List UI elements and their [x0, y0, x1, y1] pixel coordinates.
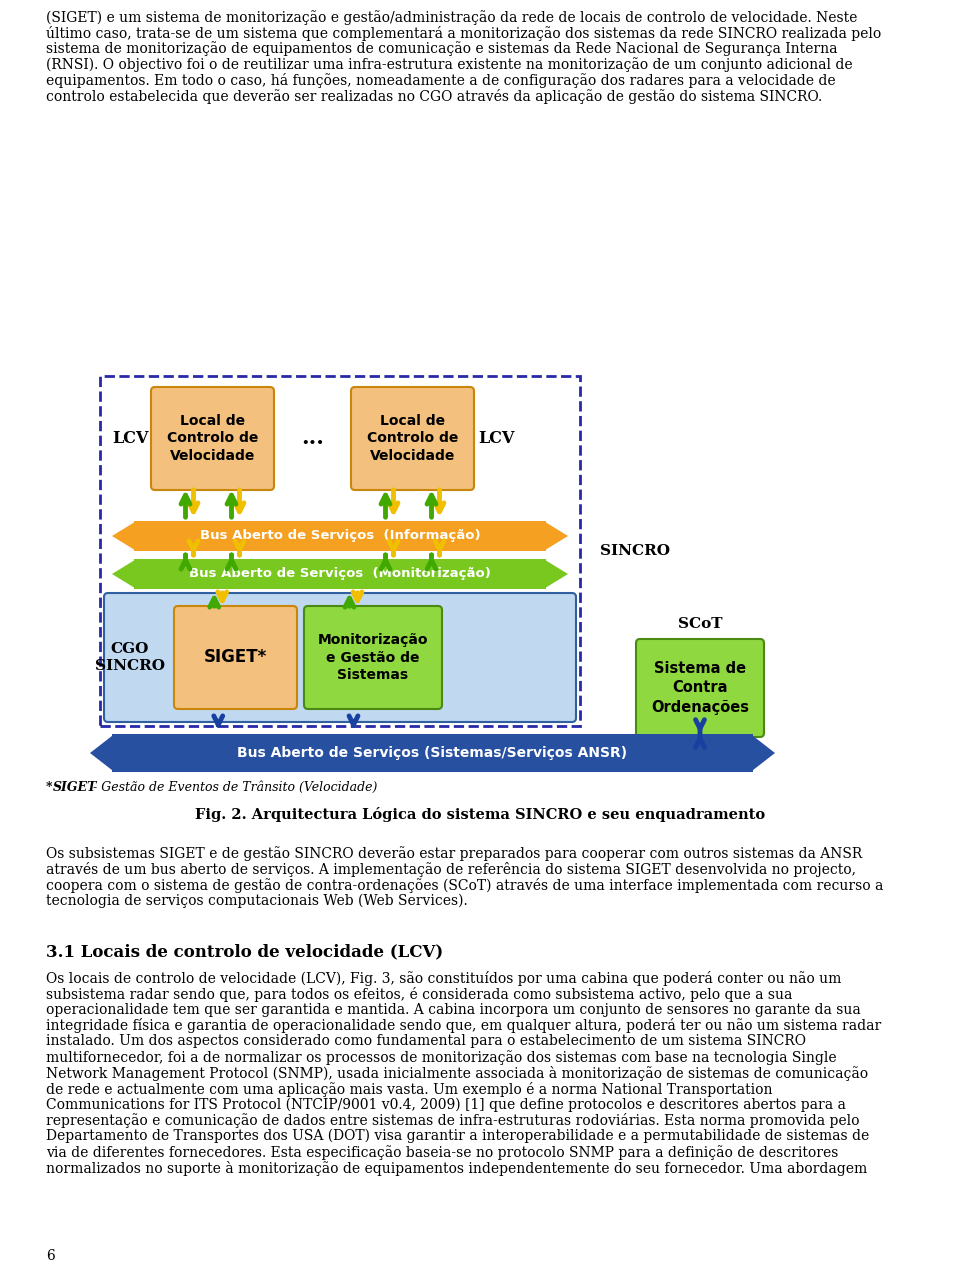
Text: coopera com o sistema de gestão de contra-ordenações (SCoT) através de uma inter: coopera com o sistema de gestão de contr… [46, 877, 883, 893]
Text: equipamentos. Em todo o caso, há funções, nomeadamente a de configuração dos rad: equipamentos. Em todo o caso, há funções… [46, 73, 835, 88]
Text: de rede e actualmente com uma aplicação mais vasta. Um exemplo é a norma Nationa: de rede e actualmente com uma aplicação … [46, 1081, 773, 1097]
Bar [112, 734, 753, 772]
Text: LCV: LCV [112, 430, 149, 447]
Text: *: * [46, 781, 53, 794]
FancyBboxPatch shape [151, 387, 274, 491]
Text: SCoT: SCoT [678, 617, 722, 632]
Polygon shape [90, 735, 112, 770]
Bar [100, 377, 580, 726]
Text: Departamento de Transportes dos USA (DOT) visa garantir a interoperabilidade e a: Departamento de Transportes dos USA (DOT… [46, 1129, 869, 1144]
Text: Bus Aberto de Serviços  (Monitorização): Bus Aberto de Serviços (Monitorização) [189, 567, 491, 580]
Text: Communications for ITS Protocol (NTCIP/9001 v0.4, 2009) [1] que define protocolo: Communications for ITS Protocol (NTCIP/9… [46, 1098, 846, 1112]
FancyBboxPatch shape [304, 606, 442, 708]
Bar [134, 521, 546, 551]
Text: 6: 6 [46, 1249, 55, 1263]
FancyBboxPatch shape [174, 606, 297, 708]
Text: tecnologia de serviços computacionais Web (Web Services).: tecnologia de serviços computacionais We… [46, 893, 468, 908]
Text: CGO
SINCRO: CGO SINCRO [95, 642, 165, 673]
FancyBboxPatch shape [351, 387, 474, 491]
Text: integridade física e garantia de operacionalidade sendo que, em qualquer altura,: integridade física e garantia de operaci… [46, 1018, 881, 1034]
FancyBboxPatch shape [636, 639, 764, 737]
Text: representação e comunicação de dados entre sistemas de infra-estruturas rodoviár: representação e comunicação de dados ent… [46, 1113, 859, 1129]
Text: controlo estabelecida que deverão ser realizadas no CGO através da aplicação de : controlo estabelecida que deverão ser re… [46, 88, 823, 104]
Text: - Gestão de Eventos de Trânsito (Velocidade): - Gestão de Eventos de Trânsito (Velocid… [89, 781, 377, 794]
Polygon shape [112, 561, 134, 588]
Text: Sistema de
Contra
Ordenações: Sistema de Contra Ordenações [651, 661, 749, 715]
Polygon shape [112, 523, 134, 550]
Polygon shape [753, 735, 775, 770]
Text: Monitorização
e Gestão de
Sistemas: Monitorização e Gestão de Sistemas [318, 633, 428, 683]
Text: Bus Aberto de Serviços  (Informação): Bus Aberto de Serviços (Informação) [200, 529, 480, 542]
Bar [134, 559, 546, 589]
Text: Os subsistemas SIGET e de gestão SINCRO deverão estar preparados para cooperar c: Os subsistemas SIGET e de gestão SINCRO … [46, 845, 862, 861]
Text: Os locais de controlo de velocidade (LCV), Fig. 3, são constituídos por uma cabi: Os locais de controlo de velocidade (LCV… [46, 971, 841, 986]
Text: Fig. 2. Arquitectura Lógica do sistema SINCRO e seu enquadramento: Fig. 2. Arquitectura Lógica do sistema S… [195, 807, 765, 822]
Text: através de um bus aberto de serviços. A implementação de referência do sistema S: através de um bus aberto de serviços. A … [46, 862, 856, 876]
Text: instalado. Um dos aspectos considerado como fundamental para o estabelecimento d: instalado. Um dos aspectos considerado c… [46, 1034, 806, 1048]
Text: ...: ... [301, 428, 324, 450]
Text: SIGET: SIGET [53, 781, 97, 794]
FancyBboxPatch shape [104, 593, 576, 722]
Text: SINCRO: SINCRO [600, 544, 670, 559]
Text: Network Management Protocol (SNMP), usada inicialmente associada à monitorização: Network Management Protocol (SNMP), usad… [46, 1066, 868, 1081]
Text: Local de
Controlo de
Velocidade: Local de Controlo de Velocidade [167, 414, 258, 464]
Text: SIGET*: SIGET* [204, 648, 267, 666]
Text: LCV: LCV [478, 430, 515, 447]
Text: Local de
Controlo de
Velocidade: Local de Controlo de Velocidade [367, 414, 458, 464]
Text: (SIGET) e um sistema de monitorização e gestão/administração da rede de locais d: (SIGET) e um sistema de monitorização e … [46, 10, 857, 24]
Text: Bus Aberto de Serviços (Sistemas/Serviços ANSR): Bus Aberto de Serviços (Sistemas/Serviço… [237, 746, 628, 760]
Text: último caso, trata-se de um sistema que complementará a monitorização dos sistem: último caso, trata-se de um sistema que … [46, 26, 881, 41]
Text: multifornecedor, foi a de normalizar os processos de monitorização dos sistemas : multifornecedor, foi a de normalizar os … [46, 1050, 836, 1065]
Text: sistema de monitorização de equipamentos de comunicação e sistemas da Rede Nacio: sistema de monitorização de equipamentos… [46, 41, 837, 56]
Text: subsistema radar sendo que, para todos os efeitos, é considerada como subsistema: subsistema radar sendo que, para todos o… [46, 986, 792, 1002]
Polygon shape [546, 561, 568, 588]
Text: operacionalidade tem que ser garantida e mantida. A cabina incorpora um conjunto: operacionalidade tem que ser garantida e… [46, 1003, 861, 1017]
Text: via de diferentes fornecedores. Esta especificação baseia-se no protocolo SNMP p: via de diferentes fornecedores. Esta esp… [46, 1145, 838, 1159]
Text: (RNSI). O objectivo foi o de reutilizar uma infra-estrutura existente na monitor: (RNSI). O objectivo foi o de reutilizar … [46, 58, 852, 72]
Text: normalizados no suporte à monitorização de equipamentos independentemente do seu: normalizados no suporte à monitorização … [46, 1161, 867, 1176]
Polygon shape [546, 523, 568, 550]
Text: 3.1 Locais de controlo de velocidade (LCV): 3.1 Locais de controlo de velocidade (LC… [46, 943, 444, 959]
